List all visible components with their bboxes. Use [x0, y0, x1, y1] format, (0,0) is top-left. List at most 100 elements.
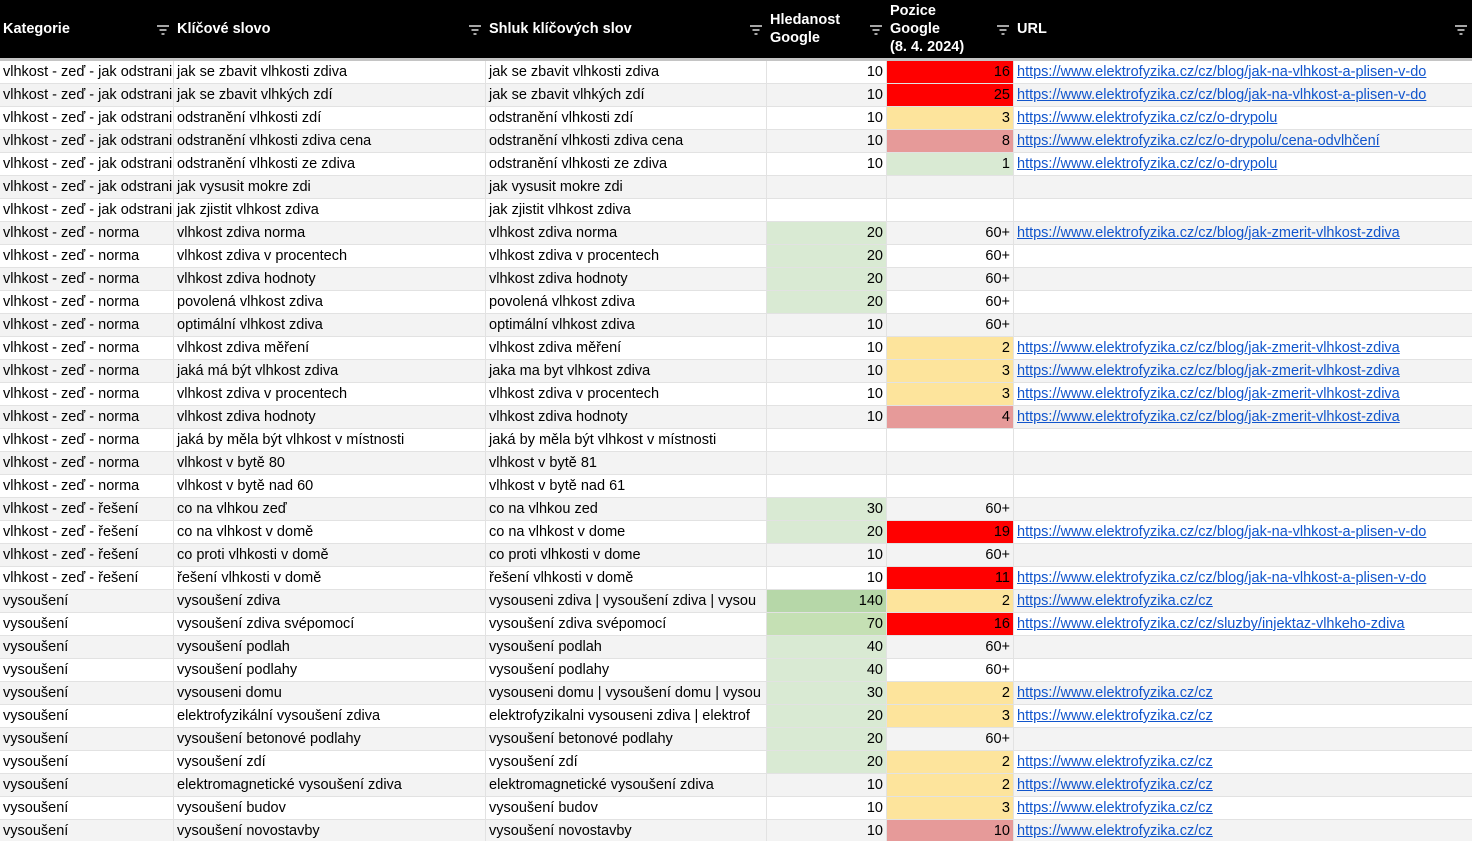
google-position-cell: 60+	[887, 314, 1014, 337]
url-link[interactable]: https://www.elektrofyzika.cz/cz/sluzby/i…	[1017, 616, 1405, 632]
search-volume-text: 140	[858, 593, 883, 609]
url-link[interactable]: https://www.elektrofyzika.cz/cz/blog/jak…	[1017, 340, 1400, 356]
url-link[interactable]: https://www.elektrofyzika.cz/cz/o-drypol…	[1017, 110, 1278, 126]
url-link[interactable]: https://www.elektrofyzika.cz/cz/blog/jak…	[1017, 87, 1427, 103]
url-link[interactable]: https://www.elektrofyzika.cz/cz/blog/jak…	[1017, 386, 1400, 402]
keyword-text: vysoušení podlah	[177, 639, 290, 655]
google-position-cell: 3	[887, 797, 1014, 820]
category-text: vlhkost - zeď - norma	[3, 248, 140, 264]
category-cell: vlhkost - zeď - norma	[0, 291, 174, 314]
url-link[interactable]: https://www.elektrofyzika.cz/cz	[1017, 800, 1213, 816]
keyword-cluster-cell: elektrofyzikalni vysouseni zdiva | elekt…	[486, 705, 767, 728]
keyword-cell: odstranění vlhkosti zdí	[174, 107, 486, 130]
category-text: vysoušení	[3, 639, 69, 655]
category-text: vlhkost - zeď - jak odstrani	[3, 64, 173, 80]
filter-icon[interactable]	[869, 24, 883, 36]
category-text: vlhkost - zeď - jak odstrani	[3, 87, 173, 103]
table-row: vlhkost - zeď - norma povolená vlhkost zd…	[0, 291, 1472, 314]
column-header[interactable]: Kategorie	[0, 0, 174, 58]
keyword-cluster-text: jak zjistit vlhkost zdiva	[489, 202, 631, 218]
google-position-cell: 10	[887, 820, 1014, 841]
table-row: vlhkost - zeď - norma vlhkost zdiva hodno…	[0, 406, 1472, 429]
keyword-text: vysoušení podlahy	[177, 662, 298, 678]
category-cell: vlhkost - zeď - řešení	[0, 498, 174, 521]
google-position-cell: 60+	[887, 268, 1014, 291]
url-cell	[1014, 176, 1472, 199]
keyword-cluster-text: vlhkost zdiva měření	[489, 340, 622, 356]
url-link[interactable]: https://www.elektrofyzika.cz/cz	[1017, 823, 1213, 839]
filter-icon[interactable]	[749, 24, 763, 36]
keyword-cell: vysoušení podlah	[174, 636, 486, 659]
url-link[interactable]: https://www.elektrofyzika.cz/cz/blog/jak…	[1017, 64, 1427, 80]
column-header[interactable]: Klíčové slovo	[174, 0, 486, 58]
column-header[interactable]: Pozice Google (8. 4. 2024)	[887, 0, 1014, 58]
search-volume-cell: 70	[767, 613, 887, 636]
url-cell: https://www.elektrofyzika.cz/cz/blog/jak…	[1014, 222, 1472, 245]
table-row: vlhkost - zeď - řešení co na vlhkou zeď co…	[0, 498, 1472, 521]
table-row: vlhkost - zeď - norma vlhkost zdiva v pro…	[0, 383, 1472, 406]
search-volume-cell: 40	[767, 636, 887, 659]
search-volume-cell: 20	[767, 222, 887, 245]
google-position-text: 2	[1001, 340, 1010, 356]
search-volume-cell: 10	[767, 820, 887, 841]
google-position-cell: 3	[887, 360, 1014, 383]
category-text: vysoušení	[3, 800, 69, 816]
keyword-cluster-text: jak se zbavit vlhkých zdí	[489, 87, 645, 103]
url-link[interactable]: https://www.elektrofyzika.cz/cz	[1017, 777, 1213, 793]
filter-icon[interactable]	[1454, 24, 1468, 36]
filter-icon[interactable]	[468, 24, 482, 36]
url-link[interactable]: https://www.elektrofyzika.cz/cz/blog/jak…	[1017, 225, 1400, 241]
url-cell: https://www.elektrofyzika.cz/cz/o-drypol…	[1014, 130, 1472, 153]
url-link[interactable]: https://www.elektrofyzika.cz/cz/blog/jak…	[1017, 363, 1400, 379]
url-link[interactable]: https://www.elektrofyzika.cz/cz	[1017, 708, 1213, 724]
keyword-cluster-cell: vysouseni domu | vysoušení domu | vysou	[486, 682, 767, 705]
category-cell: vlhkost - zeď - norma	[0, 337, 174, 360]
url-link[interactable]: https://www.elektrofyzika.cz/cz/o-drypol…	[1017, 156, 1278, 172]
google-position-text: 3	[1001, 363, 1010, 379]
url-cell	[1014, 728, 1472, 751]
category-text: vysoušení	[3, 662, 69, 678]
url-link[interactable]: https://www.elektrofyzika.cz/cz/o-drypol…	[1017, 133, 1380, 149]
keyword-cell: povolená vlhkost zdiva	[174, 291, 486, 314]
url-link[interactable]: https://www.elektrofyzika.cz/cz	[1017, 754, 1213, 770]
category-text: vlhkost - zeď - řešení	[3, 547, 139, 563]
search-volume-text: 10	[866, 340, 883, 356]
column-header[interactable]: Hledanost Google	[767, 0, 887, 58]
search-volume-text: 10	[866, 547, 883, 563]
search-volume-text: 20	[866, 754, 883, 770]
google-position-cell: 2	[887, 751, 1014, 774]
google-position-text: 25	[993, 87, 1010, 103]
search-volume-cell: 10	[767, 360, 887, 383]
header-text: Shluk klíčových slov	[489, 21, 632, 37]
url-link[interactable]: https://www.elektrofyzika.cz/cz	[1017, 593, 1213, 609]
category-text: vysoušení	[3, 708, 69, 724]
keyword-cluster-text: vysoušení zdí	[489, 754, 578, 770]
filter-icon[interactable]	[996, 24, 1010, 36]
search-volume-text: 10	[866, 64, 883, 80]
category-cell: vlhkost - zeď - jak odstrani	[0, 84, 174, 107]
google-position-cell: 3	[887, 705, 1014, 728]
url-cell: https://www.elektrofyzika.cz/cz	[1014, 774, 1472, 797]
category-cell: vlhkost - zeď - jak odstrani	[0, 61, 174, 84]
keyword-text: jak vysusit mokre zdi	[177, 179, 311, 195]
keyword-cluster-text: vysoušení budov	[489, 800, 598, 816]
keyword-cluster-cell: co proti vlhkosti v dome	[486, 544, 767, 567]
url-link[interactable]: https://www.elektrofyzika.cz/cz/blog/jak…	[1017, 524, 1427, 540]
column-header[interactable]: URL	[1014, 0, 1472, 58]
keyword-cluster-cell: vysoušení podlahy	[486, 659, 767, 682]
google-position-cell: 2	[887, 590, 1014, 613]
header-separator	[0, 58, 1472, 61]
column-header[interactable]: Shluk klíčových slov	[486, 0, 767, 58]
category-cell: vlhkost - zeď - norma	[0, 268, 174, 291]
search-volume-cell: 20	[767, 291, 887, 314]
keyword-cell: odstranění vlhkosti ze zdiva	[174, 153, 486, 176]
google-position-cell	[887, 176, 1014, 199]
filter-icon[interactable]	[156, 24, 170, 36]
category-text: vysoušení	[3, 823, 69, 839]
table-row: vysoušení vysouseni domu vysouseni domu | …	[0, 682, 1472, 705]
google-position-text: 60+	[985, 225, 1010, 241]
url-link[interactable]: https://www.elektrofyzika.cz/cz/blog/jak…	[1017, 570, 1427, 586]
url-link[interactable]: https://www.elektrofyzika.cz/cz/blog/jak…	[1017, 409, 1400, 425]
url-cell: https://www.elektrofyzika.cz/cz/blog/jak…	[1014, 61, 1472, 84]
url-link[interactable]: https://www.elektrofyzika.cz/cz	[1017, 685, 1213, 701]
